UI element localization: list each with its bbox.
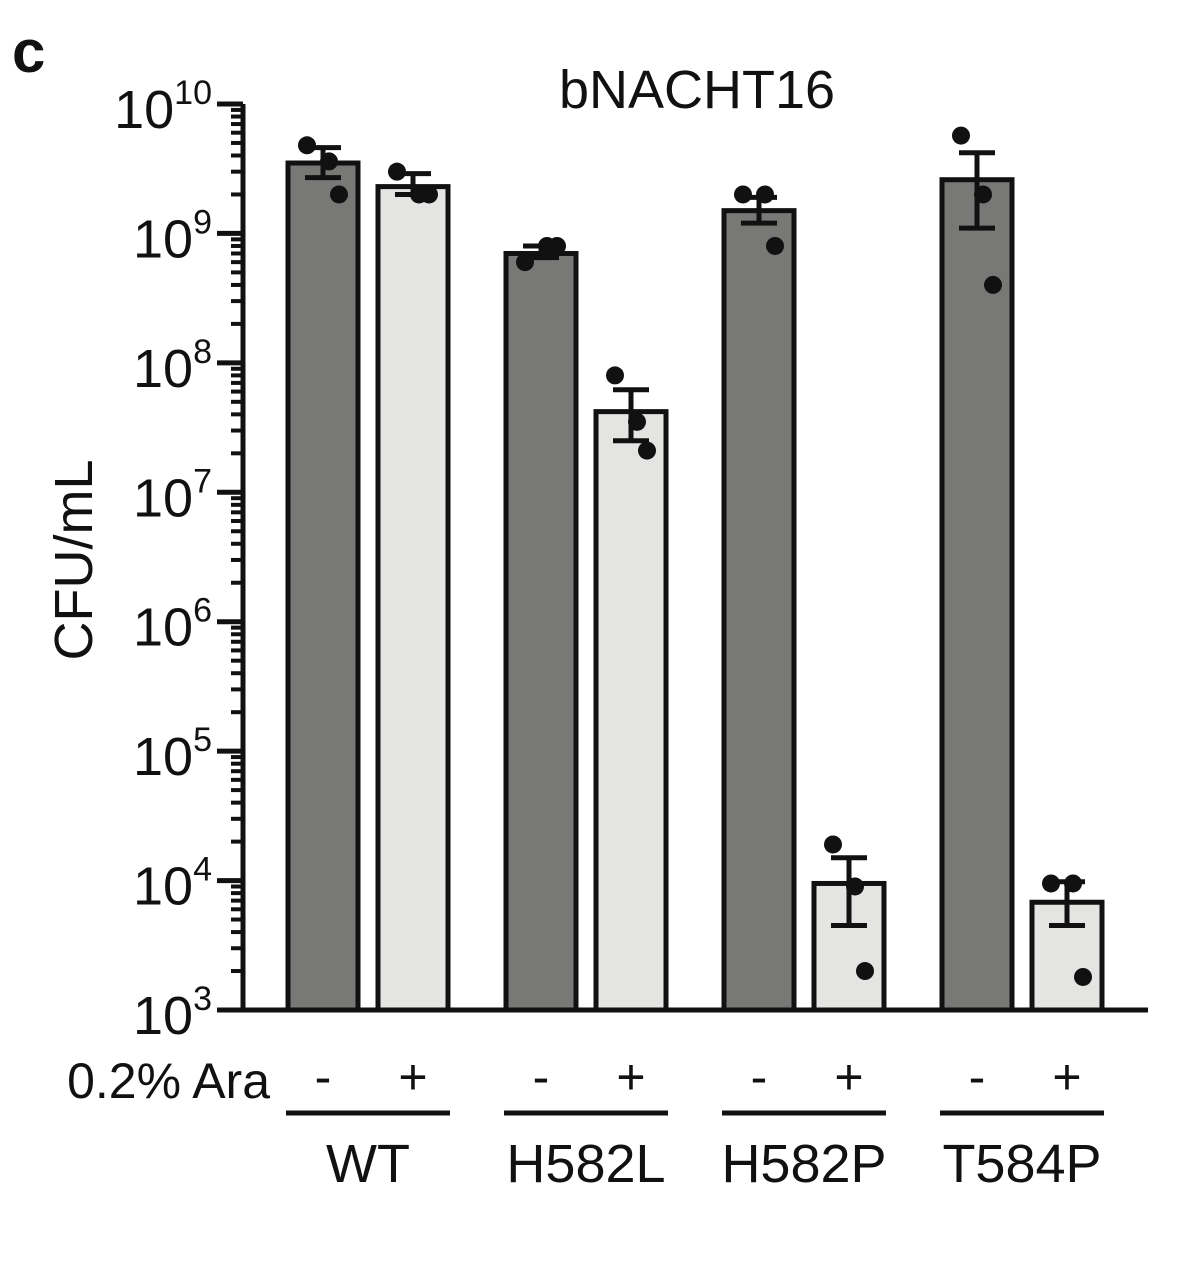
condition-label: 0.2% Ara: [67, 1053, 270, 1109]
ara-sign-label: +: [1052, 1049, 1081, 1105]
data-point: [638, 441, 656, 460]
bar: [593, 409, 669, 1013]
bar: [503, 250, 579, 1013]
y-tick-label: 109: [133, 203, 212, 269]
data-point: [734, 185, 752, 204]
data-point: [516, 253, 534, 272]
y-tick-label: 106: [133, 592, 212, 658]
data-point: [856, 962, 874, 981]
data-point: [766, 236, 784, 255]
data-point: [628, 412, 646, 431]
data-point: [1064, 874, 1082, 893]
data-point: [984, 275, 1002, 294]
data-point: [974, 185, 992, 204]
group-label: WT: [326, 1134, 410, 1194]
bar: [375, 184, 451, 1013]
bars: [285, 126, 1105, 1013]
y-tick-label: 103: [133, 980, 212, 1046]
data-point: [320, 152, 338, 171]
panel-label: c: [12, 18, 45, 85]
data-point: [606, 366, 624, 385]
data-point: [1042, 874, 1060, 893]
ara-sign-label: +: [398, 1049, 427, 1105]
data-point: [388, 162, 406, 181]
group-label: H582P: [721, 1134, 886, 1194]
ara-sign-label: +: [834, 1049, 863, 1105]
y-tick-label: 108: [133, 333, 212, 399]
ara-sign-label: -: [751, 1049, 768, 1105]
data-point: [420, 185, 438, 204]
bar: [939, 177, 1015, 1013]
y-tick-label: 104: [133, 851, 212, 917]
y-axis-label: CFU/mL: [44, 460, 104, 661]
bar: [721, 208, 797, 1013]
data-point: [846, 877, 864, 896]
data-point: [756, 185, 774, 204]
group-label: H582L: [506, 1134, 665, 1194]
y-tick-label: 107: [133, 462, 212, 528]
ara-sign-label: -: [533, 1049, 550, 1105]
data-point: [952, 126, 970, 145]
ara-sign-label: -: [315, 1049, 332, 1105]
axes: 103 104 105 106 107 108 109 1010: [114, 74, 1148, 1046]
ara-sign-label: +: [616, 1049, 645, 1105]
y-tick-label: 105: [133, 721, 212, 787]
data-point: [824, 835, 842, 854]
data-point: [330, 185, 348, 204]
ara-sign-label: -: [969, 1049, 986, 1105]
data-point: [548, 236, 566, 255]
group-label: T584P: [942, 1134, 1101, 1194]
y-tick-label: 1010: [114, 74, 212, 140]
chart-title: bNACHT16: [559, 60, 835, 120]
data-point: [298, 136, 316, 155]
bar: [285, 160, 361, 1013]
x-labels: - + WT - + H582L - + H582P - + T584P: [286, 1049, 1104, 1194]
data-point: [1074, 967, 1092, 986]
